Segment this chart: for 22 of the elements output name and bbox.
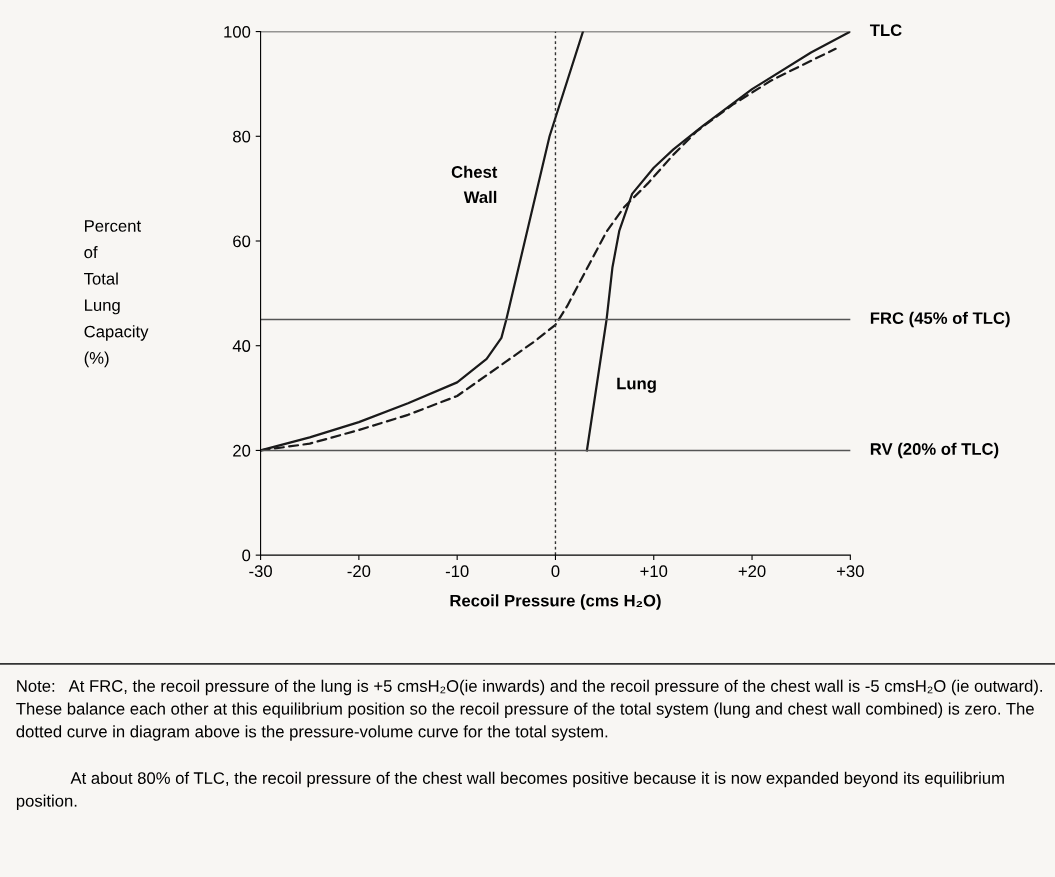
ref-line-label: RV (20% of TLC): [870, 442, 999, 459]
x-tick-label: +10: [640, 565, 668, 578]
ref-line-label: FRC (45% of TLC): [870, 311, 1010, 328]
x-tick-label: +20: [738, 565, 766, 578]
text: Chest Wall: [451, 165, 498, 204]
y-tick-label: 60: [233, 235, 251, 248]
y-tick-label: 20: [233, 444, 251, 457]
y-axis-title: Percent of Total Lung Capacity (%): [84, 220, 149, 368]
series-label: Lung: [617, 377, 656, 393]
x-tick-label: -20: [347, 565, 371, 578]
y-tick-label: 0: [242, 549, 251, 562]
x-tick-label: -30: [249, 565, 272, 578]
text: Note: At FRC, the recoil pressure of the lung is +5 cmsH₂O(ie inwards) and the recoil pressure of the chest wall is -5 cmsH₂O (ie outward). These balance each other at this equilibrium position so the recoil pressure of the total system (lung and chest wall combined) is zero. The dotted curve in diagram above is the pressure-volume curve for the total system.: [16, 679, 1042, 741]
x-tick-label: -10: [445, 565, 469, 578]
y-tick-label: 100: [224, 25, 251, 38]
y-tick-label: 80: [233, 130, 251, 143]
x-tick-label: +30: [837, 565, 864, 578]
text: At about 80% of TLC, the recoil pressure of the chest wall becomes positive because it is now expanded beyond its equilibrium position.: [16, 771, 1004, 811]
y-tick-label: 40: [232, 340, 251, 352]
x-axis-title: Recoil Pressure (cms H₂O): [450, 594, 661, 610]
ref-line-label: TLC: [869, 24, 902, 37]
x-tick-label: 0: [551, 565, 560, 578]
